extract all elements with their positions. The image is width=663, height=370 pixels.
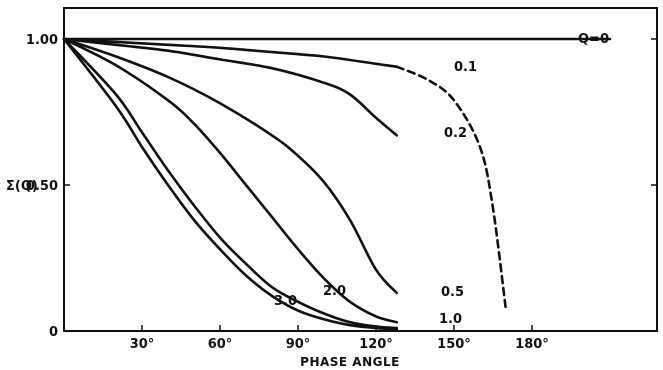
series-line-1-0 xyxy=(62,37,399,324)
x-tick-label-3: 120° xyxy=(359,337,393,352)
x-axis-label: PHASE ANGLE xyxy=(300,355,400,369)
tick-marks: 30° 60° 90° 120° 150° 180° 1.00 0.50 0 xyxy=(26,33,657,352)
y-tick-label-0: 1.00 xyxy=(26,33,58,48)
series-label-1-0: 1.0 xyxy=(439,312,462,327)
series-line-0-1-extrapolated xyxy=(395,65,508,312)
series-label-q-0: Q=0 xyxy=(578,32,609,47)
series-line-2-0 xyxy=(62,37,399,330)
y-tick-label-2: 0 xyxy=(49,325,58,340)
series-label-3-0: 3.0 xyxy=(274,294,297,309)
series-label-0-5: 0.5 xyxy=(441,285,464,300)
y-axis-label: Σ(Q) xyxy=(6,179,38,194)
series-layer xyxy=(62,37,612,331)
plot-frame xyxy=(63,7,658,332)
series-label-0-2: 0.2 xyxy=(444,126,467,141)
series-label-0-1: 0.1 xyxy=(454,60,477,75)
x-tick-label-1: 60° xyxy=(208,337,233,352)
labels-layer: Q=0 0.1 0.2 0.5 1.0 2.0 3.0 xyxy=(274,32,609,327)
x-tick-label-2: 90° xyxy=(286,337,311,352)
series-line-0-5 xyxy=(62,37,399,295)
series-line-3-0 xyxy=(62,37,399,331)
y-tick-label-1: 0.50 xyxy=(26,179,58,194)
x-tick-label-5: 180° xyxy=(515,337,549,352)
x-tick-label-0: 30° xyxy=(130,337,155,352)
x-tick-label-4: 150° xyxy=(437,337,471,352)
series-line-0-1 xyxy=(62,37,399,68)
series-line-0-2 xyxy=(62,37,399,137)
series-label-2-0: 2.0 xyxy=(323,284,346,299)
